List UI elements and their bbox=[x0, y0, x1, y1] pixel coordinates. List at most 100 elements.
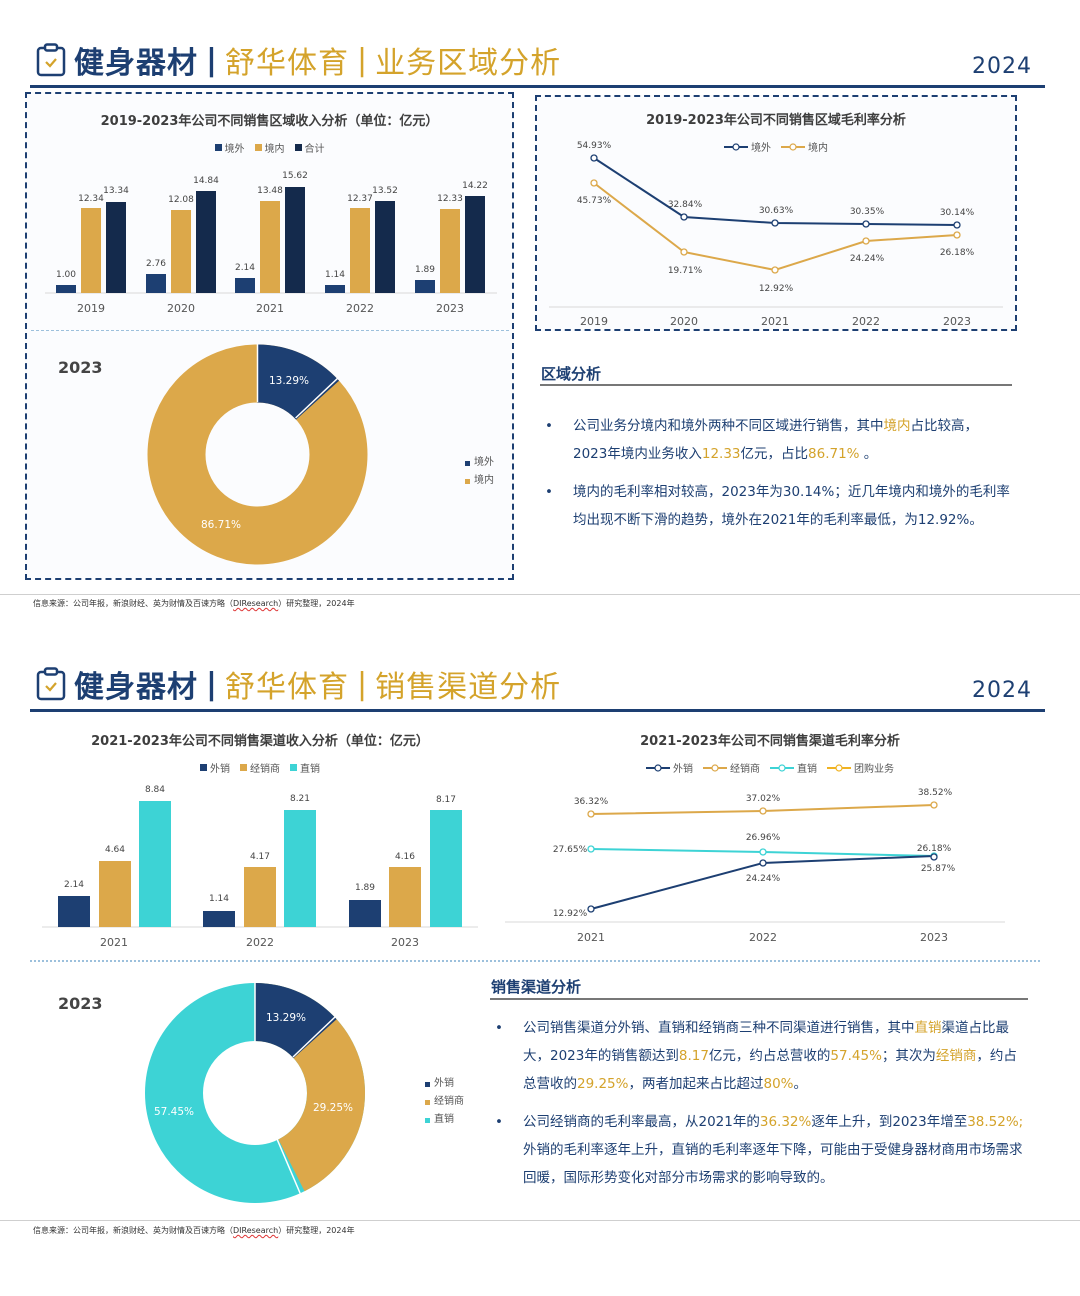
svg-text:30.63%: 30.63% bbox=[759, 206, 794, 216]
svg-text:13.48: 13.48 bbox=[257, 186, 283, 196]
svg-text:27.65%: 27.65% bbox=[553, 845, 588, 855]
svg-text:13.29%: 13.29% bbox=[266, 1012, 306, 1024]
section2-header: 健身器材 | 舒华体育 | 销售渠道分析 bbox=[36, 662, 561, 706]
svg-text:2022: 2022 bbox=[246, 936, 274, 949]
svg-text:2020: 2020 bbox=[670, 315, 698, 328]
svg-text:2.14: 2.14 bbox=[64, 880, 84, 890]
header-year: 2024 bbox=[972, 678, 1032, 703]
svg-text:4.16: 4.16 bbox=[395, 852, 415, 862]
svg-text:2019: 2019 bbox=[77, 302, 105, 315]
header-separator: | bbox=[356, 666, 368, 702]
chart-legend: 境外 境内 合计 bbox=[27, 140, 512, 155]
svg-text:26.96%: 26.96% bbox=[746, 833, 781, 843]
donut-legend: 境外 境内 bbox=[465, 454, 494, 490]
header-separator: | bbox=[356, 42, 368, 78]
svg-text:45.73%: 45.73% bbox=[577, 196, 612, 206]
region-donut-chart: 13.29% 86.71% bbox=[147, 344, 368, 565]
header-separator: | bbox=[206, 666, 217, 702]
region-margin-panel: 2019-2023年公司不同销售区域毛利率分析 境外 境内 54.93% 32.8… bbox=[535, 95, 1017, 331]
svg-text:2022: 2022 bbox=[346, 302, 374, 315]
header-year: 2024 bbox=[972, 54, 1032, 79]
svg-text:12.92%: 12.92% bbox=[759, 284, 794, 294]
svg-text:8.21: 8.21 bbox=[290, 794, 310, 804]
source-note: 信息来源：公司年报，新浪财经、英为财情及百谏方略（DIResearch）研究整理… bbox=[33, 599, 355, 608]
header-rule bbox=[30, 85, 1045, 88]
clipboard-check-icon bbox=[36, 667, 66, 701]
svg-text:15.62: 15.62 bbox=[282, 171, 308, 181]
svg-text:19.71%: 19.71% bbox=[668, 266, 703, 276]
svg-text:13.34: 13.34 bbox=[103, 186, 129, 196]
svg-text:2022: 2022 bbox=[749, 931, 777, 944]
svg-text:2023: 2023 bbox=[391, 936, 419, 949]
channel-margin-line-chart: 36.32% 37.02% 38.52% 27.65% 26.96% 26.18% 12… bbox=[505, 788, 1005, 944]
chart-title: 2021-2023年公司不同销售渠道收入分析（单位：亿元） bbox=[91, 734, 429, 749]
svg-text:4.64: 4.64 bbox=[105, 845, 125, 855]
clipboard-check-icon bbox=[36, 43, 66, 77]
svg-text:2023: 2023 bbox=[920, 931, 948, 944]
svg-text:1.89: 1.89 bbox=[355, 883, 375, 893]
svg-text:2023: 2023 bbox=[436, 302, 464, 315]
svg-text:24.24%: 24.24% bbox=[746, 874, 781, 884]
svg-text:14.22: 14.22 bbox=[462, 181, 488, 191]
channel-donut-chart: 13.29% 29.25% 57.45% bbox=[145, 983, 365, 1203]
bullet-item: • 境内的毛利率相对较高，2023年为30.14%；近几年境内和境外的毛利率均出… bbox=[545, 484, 1010, 528]
svg-text:12.08: 12.08 bbox=[168, 195, 194, 205]
svg-text:29.25%: 29.25% bbox=[313, 1102, 353, 1114]
bullet-item: • 公司经销商的毛利率最高，从2021年的36.32%逐年上升，到2023年增至… bbox=[495, 1114, 1024, 1186]
header-topic: 销售渠道分析 bbox=[375, 670, 562, 705]
svg-text:2023: 2023 bbox=[943, 315, 971, 328]
chart-legend: 外销 经销商 直销 bbox=[30, 760, 490, 775]
analysis-bullets: • 公司销售渠道分外销、直销和经销商三种不同渠道进行销售，其中直销渠道占比最大，… bbox=[490, 1014, 1030, 1202]
svg-text:8.17: 8.17 bbox=[436, 795, 456, 805]
source-note: 信息来源：公司年报，新浪财经、英为财情及百谏方略（DIResearch）研究整理… bbox=[33, 1226, 355, 1235]
svg-text:57.45%: 57.45% bbox=[154, 1106, 194, 1118]
chart-legend: 外销 经销商 直销 团购业务 bbox=[500, 760, 1040, 775]
svg-text:2020: 2020 bbox=[167, 302, 195, 315]
svg-text:2.76: 2.76 bbox=[146, 259, 166, 269]
analysis-rule bbox=[540, 384, 1012, 386]
svg-text:12.34: 12.34 bbox=[78, 194, 104, 204]
header-company: 舒华体育 bbox=[224, 670, 349, 705]
svg-text:8.84: 8.84 bbox=[145, 785, 165, 795]
svg-text:12.92%: 12.92% bbox=[553, 909, 588, 919]
svg-text:12.37: 12.37 bbox=[347, 194, 373, 204]
donut-legend: 外销 经销商 直销 bbox=[425, 1075, 464, 1129]
header-company: 舒华体育 bbox=[224, 46, 349, 81]
svg-text:86.71%: 86.71% bbox=[201, 519, 241, 531]
svg-text:54.93%: 54.93% bbox=[577, 141, 612, 151]
svg-text:2022: 2022 bbox=[852, 315, 880, 328]
analysis-heading: 区域分析 bbox=[541, 365, 602, 383]
svg-text:36.32%: 36.32% bbox=[574, 797, 609, 807]
analysis-heading: 销售渠道分析 bbox=[491, 978, 582, 996]
channel-margin-panel: 2021-2023年公司不同销售渠道毛利率分析 外销 经销商 直销 团购业务 3… bbox=[500, 720, 1040, 955]
svg-text:1.89: 1.89 bbox=[415, 265, 435, 275]
header-topic: 业务区域分析 bbox=[375, 46, 562, 81]
svg-text:4.17: 4.17 bbox=[250, 852, 270, 862]
svg-text:2019: 2019 bbox=[580, 315, 608, 328]
analysis-bullets: • 公司业务分境内和境外两种不同区域进行销售，其中境内占比较高，2023年境内业… bbox=[540, 412, 1010, 544]
analysis-rule bbox=[490, 998, 1028, 1000]
header-rule bbox=[30, 709, 1045, 712]
chart-legend: 境外 境内 bbox=[537, 139, 1015, 154]
svg-text:30.35%: 30.35% bbox=[850, 207, 885, 217]
svg-text:2021: 2021 bbox=[761, 315, 789, 328]
section1-header: 健身器材 | 舒华体育 | 业务区域分析 bbox=[36, 38, 561, 82]
header-separator: | bbox=[206, 42, 217, 78]
svg-text:13.52: 13.52 bbox=[372, 186, 398, 196]
svg-text:24.24%: 24.24% bbox=[850, 254, 885, 264]
channel-revenue-panel: 2021-2023年公司不同销售渠道收入分析（单位：亿元） 外销 经销商 直销 … bbox=[30, 720, 490, 955]
svg-text:38.52%: 38.52% bbox=[918, 788, 953, 798]
svg-text:30.14%: 30.14% bbox=[940, 208, 975, 218]
source-rule bbox=[0, 594, 1080, 595]
svg-text:13.29%: 13.29% bbox=[269, 375, 309, 387]
donut-year: 2023 bbox=[58, 994, 103, 1013]
region-revenue-bar-chart: 1.00 12.34 13.34 2019 2.76 12.08 14.84 2… bbox=[45, 171, 497, 315]
header-brand: 健身器材 bbox=[74, 46, 198, 81]
region-charts-panel: 2019-2023年公司不同销售区域收入分析（单位：亿元） 境外 境内 合计 1… bbox=[25, 92, 514, 580]
chart-title: 2019-2023年公司不同销售区域毛利率分析 bbox=[646, 113, 906, 128]
svg-text:14.84: 14.84 bbox=[193, 176, 219, 186]
svg-text:1.14: 1.14 bbox=[209, 894, 229, 904]
svg-text:2021: 2021 bbox=[100, 936, 128, 949]
svg-text:2021: 2021 bbox=[256, 302, 284, 315]
svg-text:12.33: 12.33 bbox=[437, 194, 463, 204]
